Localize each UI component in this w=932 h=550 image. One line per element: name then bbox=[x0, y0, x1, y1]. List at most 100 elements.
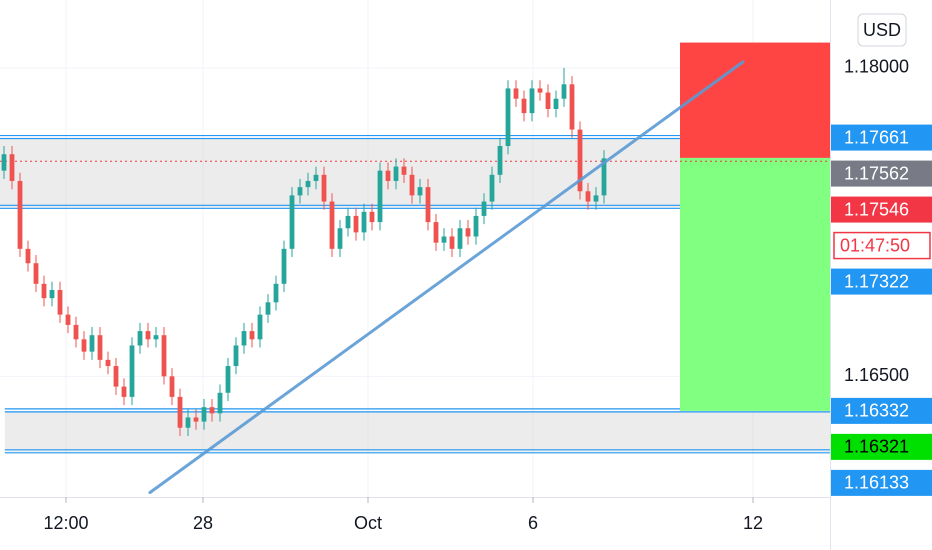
price-badge bbox=[831, 469, 932, 496]
candle-body bbox=[145, 331, 151, 340]
candle-body bbox=[97, 335, 103, 360]
candle-body bbox=[257, 314, 263, 340]
candle-body bbox=[409, 174, 415, 196]
candle-body bbox=[121, 386, 127, 397]
candle-body bbox=[81, 339, 87, 352]
candle-body bbox=[313, 174, 319, 181]
candle-body bbox=[41, 283, 47, 299]
candle-body bbox=[73, 324, 79, 340]
candle-body bbox=[569, 84, 575, 130]
candle-body bbox=[297, 187, 303, 196]
candle-body bbox=[177, 396, 183, 428]
candle-body bbox=[489, 174, 495, 202]
candle-body bbox=[481, 201, 487, 216]
price-badge-label: 1.17322 bbox=[844, 271, 909, 291]
candle-body bbox=[33, 263, 39, 284]
price-badge-label: 1.16332 bbox=[844, 401, 909, 421]
candle-body bbox=[585, 191, 591, 202]
price-badge-label: 1.17661 bbox=[844, 127, 909, 147]
candle-body bbox=[273, 283, 279, 303]
candle-body bbox=[601, 158, 607, 196]
candle-body bbox=[353, 215, 359, 233]
candle-body bbox=[425, 187, 431, 223]
candle-body bbox=[537, 88, 543, 93]
candle-body bbox=[201, 407, 207, 422]
price-axis: 1.16500 1.18000 1.17661 1.17562 1.17546 01:47… bbox=[831, 57, 932, 496]
candle-body bbox=[65, 314, 71, 325]
stop-zone bbox=[680, 42, 830, 158]
candle-body bbox=[1, 154, 7, 171]
candle-body bbox=[505, 88, 511, 147]
candle-body bbox=[57, 289, 63, 315]
trendline bbox=[148, 60, 745, 495]
candle-body bbox=[193, 417, 199, 422]
candle-body bbox=[321, 174, 327, 202]
candle-body bbox=[513, 88, 519, 99]
candle-body bbox=[209, 407, 215, 414]
candle-body bbox=[473, 215, 479, 237]
candle-body bbox=[529, 88, 535, 114]
candle-body bbox=[25, 248, 31, 264]
candle-body bbox=[417, 187, 423, 196]
countdown-label: 01:47:50 bbox=[840, 235, 910, 255]
candle-body bbox=[369, 211, 375, 223]
candle-body bbox=[113, 366, 119, 387]
candle-body bbox=[185, 417, 191, 428]
candle-body bbox=[433, 222, 439, 243]
candle-body bbox=[89, 335, 95, 352]
price-badge-label: 1.16133 bbox=[844, 473, 909, 493]
candle-body bbox=[545, 92, 551, 109]
price-badge-label: 1.16321 bbox=[844, 437, 909, 457]
candle-body bbox=[361, 211, 367, 233]
zone bbox=[4, 410, 831, 452]
candle-body bbox=[553, 98, 559, 109]
price-badge bbox=[831, 433, 932, 460]
candle-body bbox=[249, 331, 255, 340]
candle-body bbox=[561, 84, 567, 99]
x-tick-label: 12 bbox=[743, 513, 763, 533]
price-badge-label: 1.17562 bbox=[844, 163, 909, 183]
candle-body bbox=[337, 228, 343, 249]
candle-body bbox=[577, 129, 583, 192]
candle-body bbox=[129, 345, 135, 397]
y-tick-label: 1.16500 bbox=[844, 365, 909, 385]
candle-body bbox=[233, 345, 239, 367]
candle-body bbox=[345, 215, 351, 229]
candle-body bbox=[289, 195, 295, 249]
price-badge bbox=[831, 160, 932, 187]
candle-body bbox=[217, 392, 223, 414]
candle-body bbox=[593, 195, 599, 202]
x-tick-label: 28 bbox=[193, 513, 213, 533]
candle-body bbox=[441, 236, 447, 243]
y-tick-label: 1.18000 bbox=[844, 57, 909, 77]
candle-body bbox=[385, 170, 391, 181]
price-badge bbox=[831, 268, 932, 295]
currency-button[interactable] bbox=[857, 13, 907, 47]
candle-body bbox=[401, 166, 407, 175]
candle-body bbox=[9, 154, 15, 181]
candle-body bbox=[49, 289, 55, 299]
price-badge bbox=[831, 124, 932, 151]
plot-area bbox=[0, 0, 831, 497]
candle-body bbox=[521, 98, 527, 114]
candle-body bbox=[281, 248, 287, 284]
price-badge-label: 1.17546 bbox=[844, 199, 909, 219]
price-badge bbox=[831, 397, 932, 424]
x-tick-label: Oct bbox=[354, 513, 382, 533]
x-tick-label: 6 bbox=[528, 513, 538, 533]
candle-body bbox=[105, 359, 111, 367]
candle-body bbox=[305, 180, 311, 188]
price-badge bbox=[831, 196, 932, 223]
candle-body bbox=[377, 170, 383, 223]
candle-body bbox=[449, 236, 455, 249]
currency-label: USD bbox=[863, 20, 901, 40]
target-zone bbox=[680, 157, 830, 411]
candle-body bbox=[161, 335, 167, 377]
candle-body bbox=[465, 228, 471, 237]
candle-body bbox=[329, 201, 335, 249]
candle-body bbox=[457, 228, 463, 249]
candle-body bbox=[137, 331, 143, 346]
candle-body bbox=[265, 302, 271, 315]
x-tick-label: 12:00 bbox=[43, 513, 88, 533]
